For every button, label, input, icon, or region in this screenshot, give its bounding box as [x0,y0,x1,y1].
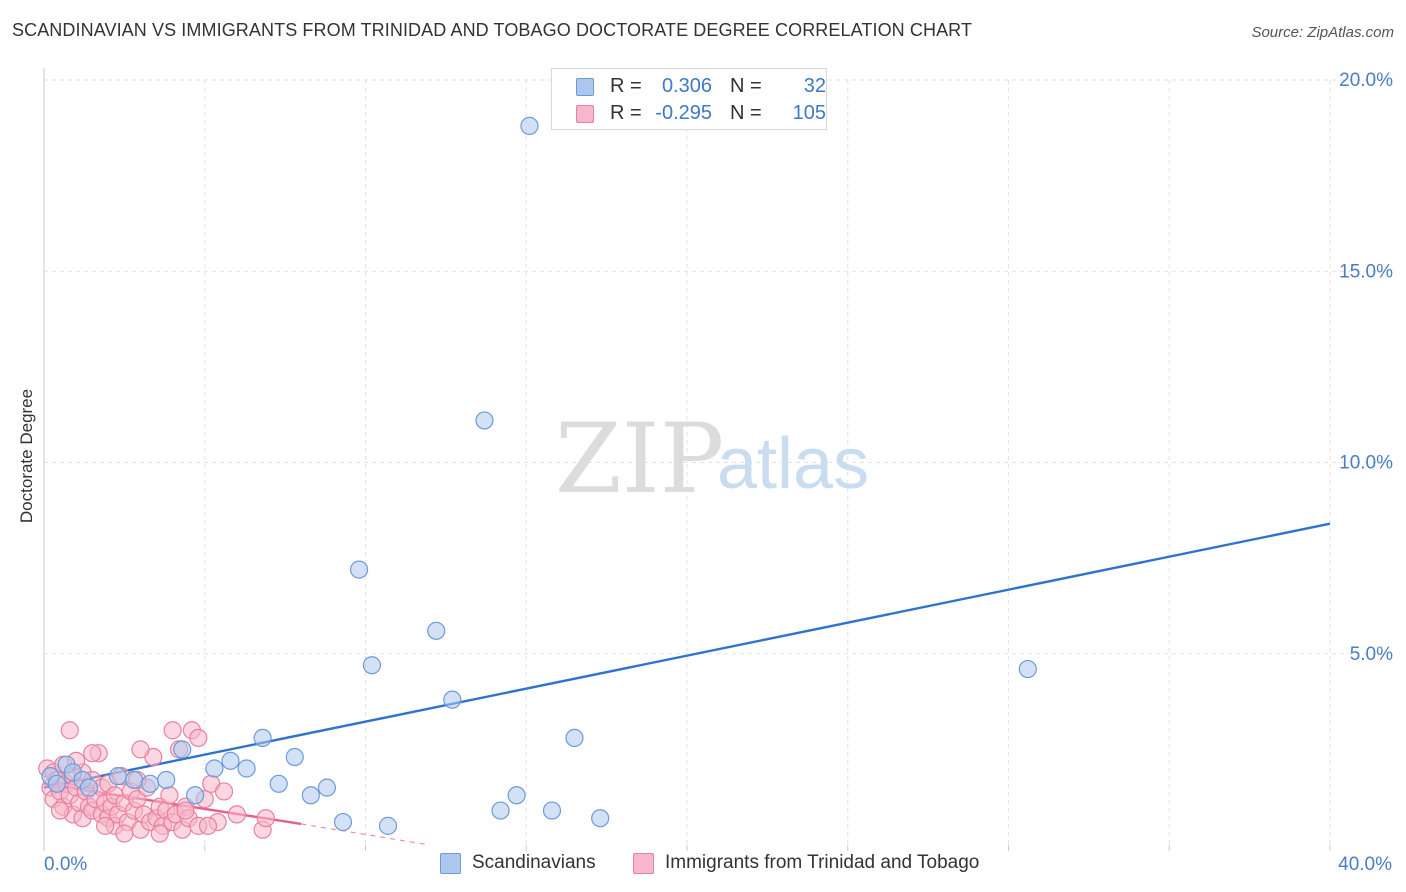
watermark-zip: ZIP [555,403,724,515]
scandinavian-point [317,778,337,797]
y-tick-label: 10.0% [1339,453,1393,474]
scandinavian-point [221,751,240,770]
scandinavian-point [362,656,382,675]
trinidad-point [256,809,275,828]
scandinavian-point [565,728,584,748]
scandinavian-point [285,747,304,767]
scandinavian-point [124,770,144,790]
trinidad-point [115,824,134,843]
scandinavian-point [378,816,398,835]
scandinavian-point [333,812,353,832]
legend-swatch-blue [576,78,594,96]
legend-r-label: R = [610,102,642,124]
bottom-legend-label: Scandinavians [472,852,596,873]
legend-r-value: 0.306 [661,75,712,97]
scandinavian-point [475,411,494,430]
watermark-atlas: atlas [717,424,869,504]
scandinavian-point [269,774,288,793]
scandinavian-point [237,759,256,778]
trinidad-point [198,816,218,835]
legend-n-value: 32 [803,75,826,97]
scandinavian-point [443,690,462,709]
trinidad-point [150,824,169,843]
scandinavian-point [1018,659,1037,679]
trinidad-point [95,816,115,835]
scandinavian-point [108,767,128,786]
bottom-legend-swatch-blue [440,853,461,874]
bottom-legend-label: Immigrants from Trinidad and Tobago [665,852,980,873]
source-credit: Source: ZipAtlas.com [1251,24,1394,41]
legend-swatch-pink [576,105,594,123]
trinidad-point [131,740,150,759]
chart-title: SCANDINAVIAN VS IMMIGRANTS FROM TRINIDAD… [12,20,973,40]
y-tick-label: 5.0% [1350,644,1393,665]
scandinavian-point [542,801,562,820]
scandinavian-point [79,778,99,797]
scandinavian-point [520,116,539,136]
points-layer [38,116,1037,843]
y-axis-label: Doctorate Degree [17,389,36,523]
scandinavian-point [349,560,369,579]
scandinavian-point [186,786,205,805]
trinidad-point [176,801,195,820]
trinidad-point [50,801,70,820]
trinidad-point [227,805,246,824]
trinidad-point [83,744,102,763]
axis-layer: 5.0% 10.0% 15.0% 20.0% 0.0% 40.0% [43,68,1393,875]
legend-n-value: 105 [792,102,826,124]
scandinavian-point [47,774,66,793]
trinidad-point [214,782,234,801]
scandinavian-point [491,801,510,820]
x-tick-label: 0.0% [44,854,87,875]
scandinavian-point [140,774,160,793]
y-tick-label: 15.0% [1339,261,1393,282]
scandinavian-point [301,786,320,805]
trinidad-point [160,786,179,805]
scandinavian-point [507,786,526,805]
scandinavian-point [253,728,272,748]
grid-layer [44,79,1390,845]
legend-r-value: -0.295 [655,102,712,124]
trinidad-trendline-extension [301,823,430,846]
trinidad-point [163,721,182,740]
bottom-legend-swatch-pink [633,853,654,874]
watermark: ZIP atlas [555,403,869,515]
y-tick-label: 20.0% [1339,70,1393,91]
x-tick-label: 40.0% [1338,854,1392,875]
trinidad-point [189,728,208,748]
scandinavian-point [173,740,192,759]
legend-n-label: N = [730,75,762,97]
stats-legend: R = 0.306 N = 32 R = -0.295 N = 105 [551,68,827,130]
scandinavian-point [591,809,610,828]
trinidad-point [60,721,79,740]
legend-n-label: N = [730,102,762,124]
scandinavian-point [157,770,176,790]
scandinavian-point [427,621,446,640]
scandinavian-point [205,759,224,778]
legend-r-label: R = [610,75,642,97]
